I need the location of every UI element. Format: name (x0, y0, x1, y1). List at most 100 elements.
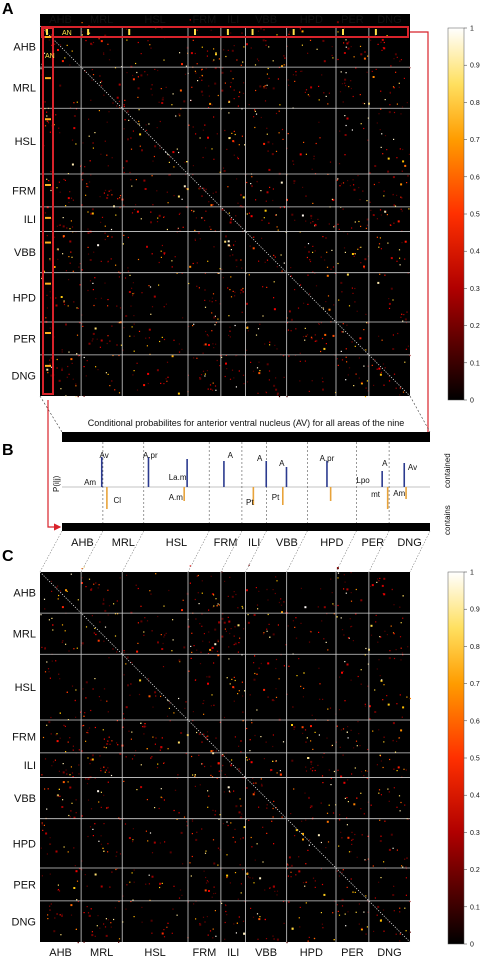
matrix-cell (331, 249, 333, 251)
matrix-cell (136, 210, 139, 213)
matrix-cell (247, 326, 249, 328)
matrix-cell (81, 22, 83, 24)
matrix-cell (337, 178, 339, 180)
matrix-cell (103, 53, 105, 55)
matrix-cell (92, 41, 95, 44)
matrix-cell (256, 58, 259, 60)
matrix-cell (46, 111, 48, 113)
matrix-cell (344, 134, 347, 136)
matrix-cell (392, 334, 394, 336)
matrix-cell (283, 262, 285, 264)
matrix-cell (337, 572, 340, 574)
matrix-cell (127, 684, 129, 687)
matrix-cell (305, 153, 307, 155)
colorbar-tick-label: 0.2 (470, 323, 480, 330)
matrix-cell (400, 729, 403, 732)
matrix-cell (390, 625, 392, 627)
matrix-cell (232, 686, 235, 689)
matrix-cell (143, 634, 145, 636)
matrix-cell (202, 640, 204, 642)
matrix-cell (76, 334, 79, 336)
matrix-cell (313, 937, 316, 940)
matrix-cell (292, 620, 294, 622)
matrix-cell (56, 225, 58, 227)
matrix-cell (275, 377, 277, 379)
matrix-cell (395, 649, 397, 651)
matrix-cell (358, 220, 360, 223)
matrix-cell (192, 774, 194, 776)
colorbar-tick-label: 0.4 (470, 249, 480, 256)
matrix-cell (166, 228, 168, 231)
matrix-cell (118, 900, 120, 903)
matrix-cell (234, 679, 236, 682)
matrix-cell (246, 589, 248, 592)
matrix-cell (381, 133, 383, 135)
matrix-cell (224, 82, 226, 84)
matrix-cell (189, 862, 191, 864)
matrix-cell (43, 598, 46, 600)
matrix-cell (374, 689, 376, 691)
matrix-cell (346, 117, 349, 120)
bottom-area-label: FRM (193, 947, 217, 959)
matrix-cell (246, 727, 248, 730)
matrix-cell (91, 208, 94, 211)
matrix-cell (228, 112, 230, 114)
matrix-cell (399, 387, 401, 389)
matrix-cell (149, 590, 151, 592)
matrix-cell (398, 795, 401, 797)
matrix-cell (253, 236, 255, 238)
matrix-cell (189, 565, 191, 567)
matrix-cell (161, 648, 164, 650)
matrix-cell (51, 44, 53, 46)
matrix-cell (233, 676, 235, 678)
matrix-cell (407, 175, 409, 177)
matrix-cell (344, 913, 346, 915)
matrix-cell (219, 365, 221, 367)
matrix-cell (336, 179, 338, 181)
matrix-cell (217, 654, 220, 657)
matrix-cell (260, 784, 263, 787)
matrix-cell (314, 886, 316, 888)
matrix-cell (150, 221, 152, 224)
matrix-cell (143, 631, 145, 633)
matrix-cell (352, 179, 354, 181)
matrix-cell (166, 715, 169, 717)
matrix-cell (247, 876, 249, 878)
matrix-cell (69, 774, 71, 776)
matrix-cell (309, 806, 312, 809)
matrix-cell (49, 905, 51, 907)
matrix-cell (204, 190, 206, 192)
matrix-cell (122, 726, 124, 728)
matrix-cell (98, 110, 100, 112)
matrix-cell (90, 174, 92, 176)
matrix-cell (393, 138, 395, 140)
matrix-cell (325, 343, 327, 345)
matrix-cell (290, 864, 293, 867)
matrix-cell (57, 585, 59, 587)
matrix-cell (345, 124, 347, 127)
matrix-cell (241, 32, 243, 34)
matrix-cell (345, 85, 347, 87)
matrix-cell (81, 269, 83, 271)
matrix-cell (260, 28, 262, 30)
matrix-cell (118, 817, 120, 819)
matrix-cell (390, 65, 392, 67)
matrix-cell (372, 76, 375, 78)
matrix-cell (321, 337, 324, 340)
matrix-cell (111, 157, 113, 159)
matrix-cell (243, 383, 245, 385)
matrix-cell (343, 574, 345, 576)
matrix-cell (55, 114, 57, 116)
matrix-cell (52, 624, 54, 626)
matrix-cell (213, 116, 215, 118)
matrix-cell (64, 57, 66, 59)
matrix-cell (350, 87, 352, 90)
matrix-cell (87, 729, 89, 731)
matrix-cell (238, 690, 240, 692)
matrix-cell (90, 808, 93, 810)
matrix-cell (202, 702, 204, 705)
matrix-cell (388, 848, 391, 851)
matrix-cell (337, 604, 339, 607)
matrix-cell (321, 883, 324, 886)
matrix-cell (238, 96, 240, 98)
